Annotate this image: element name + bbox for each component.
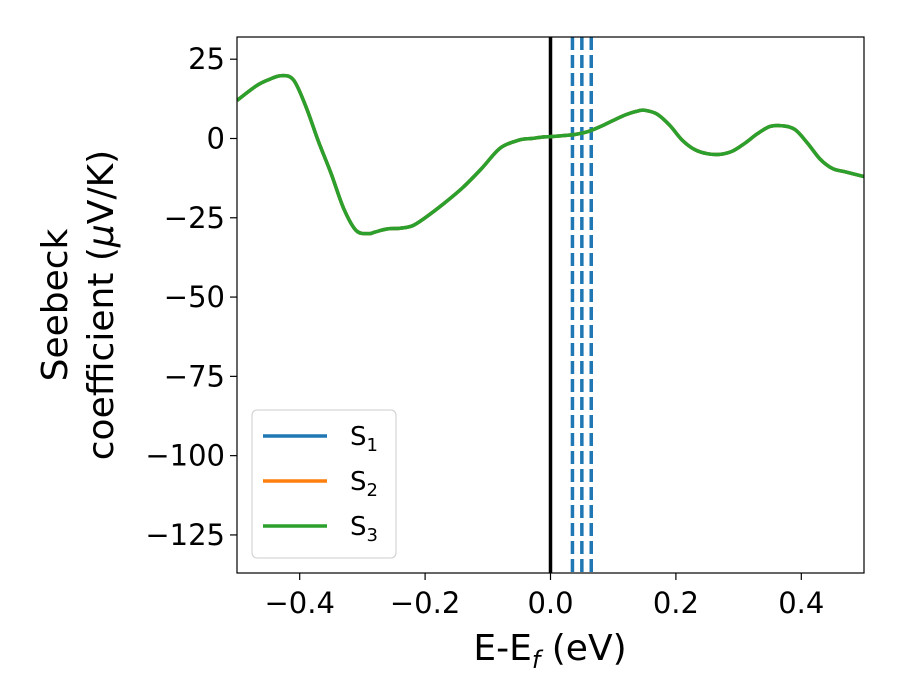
legend-label-s1: S1 <box>350 422 378 456</box>
series-lines <box>237 73 864 236</box>
y-axis-label-suffix: V/K) <box>81 150 122 224</box>
x-tick-label: 0.4 <box>778 586 824 620</box>
y-tick-label: −100 <box>145 439 225 473</box>
legend: S1 S2 S3 <box>251 409 397 559</box>
x-tick-label: −0.2 <box>390 586 460 620</box>
legend-frame <box>251 409 397 559</box>
y-tick-label: 0 <box>207 121 225 155</box>
y-tick-label: −25 <box>164 201 225 235</box>
vertical-lines <box>548 37 594 573</box>
y-axis-ticks: 25 0 −25 −50 −75 −100 −125 <box>145 42 237 552</box>
legend-label-s3: S3 <box>350 512 378 546</box>
y-axis-label-mu: μ <box>81 224 122 248</box>
x-axis-ticks: −0.4 −0.2 0.0 0.2 0.4 <box>264 573 824 620</box>
y-tick-label: 25 <box>188 42 225 76</box>
legend-label-s2: S2 <box>350 467 378 501</box>
y-axis-label-line2: coefficient (μV/K) <box>81 150 122 460</box>
x-axis-label: E-Ef (eV) <box>473 628 626 674</box>
y-tick-label: −125 <box>145 518 225 552</box>
series-line-s3 <box>237 73 864 236</box>
y-tick-label: −50 <box>164 280 225 314</box>
x-tick-label: 0.2 <box>653 586 699 620</box>
x-axis-label-main: E-E <box>473 628 531 669</box>
x-axis-label-unit: (eV) <box>540 628 626 669</box>
y-axis-label-prefix: coefficient ( <box>81 247 122 460</box>
x-tick-label: −0.4 <box>264 586 334 620</box>
y-axis-label-line1: Seebeck <box>35 228 76 381</box>
x-tick-label: 0.0 <box>527 586 573 620</box>
y-tick-label: −75 <box>164 359 225 393</box>
